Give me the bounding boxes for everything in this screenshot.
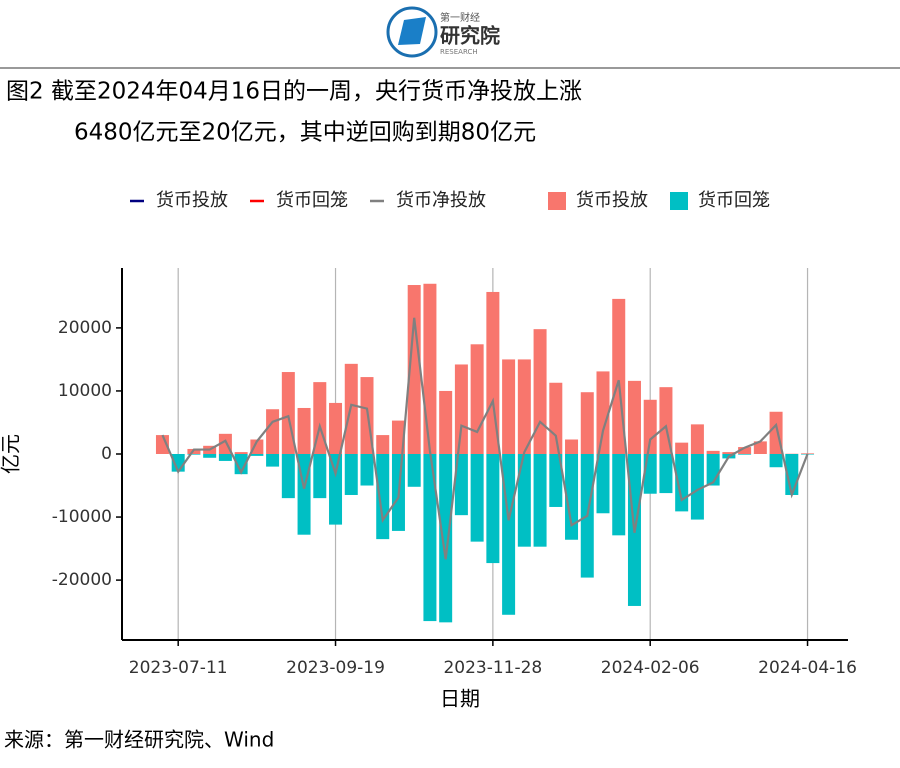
bar [423,283,437,454]
legend-label: 货币回笼 [698,190,770,211]
bar [187,454,201,455]
x-tick-label: 2024-04-16 [758,658,857,678]
logo-ring [386,6,438,58]
legend-label: 货币投放 [576,190,648,211]
bar [486,291,500,454]
bar [612,454,626,536]
x-tick-label: 2023-07-11 [129,658,228,678]
bar [738,454,752,455]
bar [643,399,657,454]
bar [407,285,421,454]
x-axis-label: 日期 [440,687,480,711]
bar [281,454,295,499]
bar [565,454,579,540]
bar [738,447,752,454]
bar [439,454,453,623]
bar [769,454,783,468]
bar [439,390,453,454]
logo: 第一财经 研究院 RESEARCH [386,6,500,58]
bar [517,359,531,454]
legend-label: 货币净投放 [396,190,486,211]
bar [250,439,264,454]
bar [722,452,736,454]
bar [266,409,280,454]
y-tick-label: -20000 [52,570,112,590]
bar [753,441,767,454]
bar [706,450,720,454]
bar [266,454,280,467]
bar [565,439,579,454]
bar [329,402,343,454]
logo-small: 第一财经 [440,11,480,24]
bar [234,452,248,454]
y-tick-label: -10000 [52,507,112,527]
bar [801,453,815,454]
bar [580,392,594,454]
bar [407,454,421,487]
bar [470,344,484,454]
bar [502,359,516,454]
bar [690,454,704,520]
bar [391,420,405,454]
bar [517,454,531,547]
bar [297,407,311,454]
bar [690,424,704,454]
bar [627,380,641,454]
x-tick-label: 2023-11-28 [443,658,542,678]
bar [549,454,563,507]
bar [533,329,547,454]
legend-label: 货币投放 [156,190,228,211]
y-axis-label: 亿元 [0,434,23,474]
bar [329,454,343,525]
logo-shape [398,17,426,45]
x-tick-label: 2024-02-06 [601,658,700,678]
logo-main: 研究院 [440,24,500,48]
bar [486,454,500,564]
bar [155,435,169,454]
line [161,317,809,560]
x-tick-label: 2023-09-19 [286,658,385,678]
bar [454,454,468,516]
bar [203,454,217,458]
bar [675,442,689,454]
legend-key [670,192,688,210]
bar [360,454,374,486]
title-line: 图2 截至2024年04月16日的一周，央行货币净投放上涨 [6,79,582,105]
y-tick-label: 0 [101,444,112,464]
logo-sub: RESEARCH [440,48,478,56]
bar [376,454,390,540]
title-line: 6480亿元至20亿元，其中逆回购到期80亿元 [74,120,536,146]
bar [470,454,484,542]
source: 来源：第一财经研究院、Wind [4,728,274,752]
bar [549,382,563,454]
bar [250,454,264,456]
bar [533,454,547,547]
bar [218,454,232,461]
legend-label: 货币回笼 [276,190,348,211]
bar [234,454,248,475]
y-tick-label: 10000 [58,381,112,401]
bar [313,454,327,499]
y-tick-label: 20000 [58,318,112,338]
bar [596,371,610,454]
legend-key [548,192,566,210]
bar [454,364,468,454]
bar [344,454,358,495]
bar [423,454,437,622]
bar [659,454,673,494]
bar [376,435,390,454]
bar [596,454,610,514]
